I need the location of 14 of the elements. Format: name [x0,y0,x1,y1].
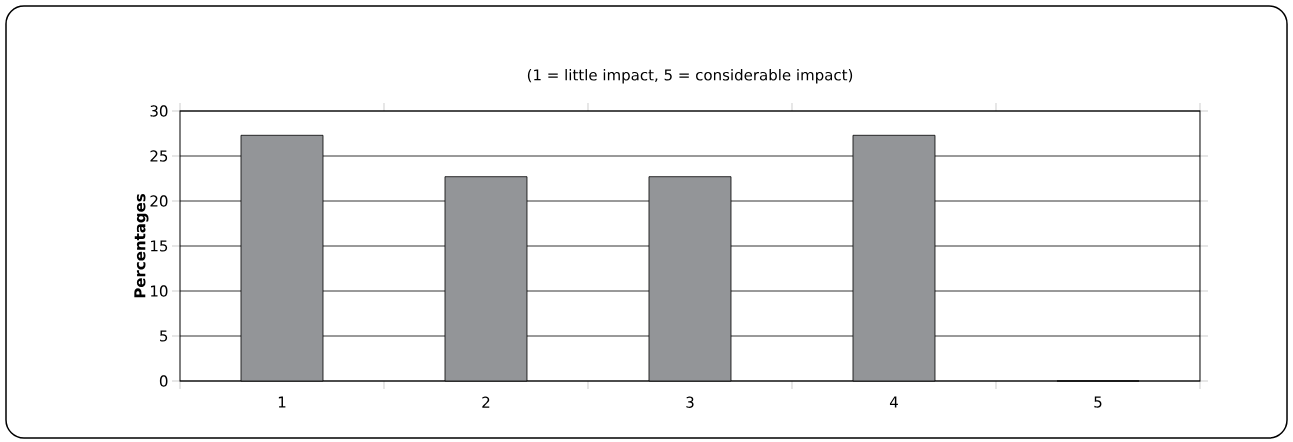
y-tick-label: 15 [151,240,168,252]
x-tick-label: 3 [686,396,694,408]
x-tick-label: 4 [889,396,898,408]
y-tick-label: 30 [150,105,168,117]
y-tick-label: 25 [150,150,168,162]
y-axis-title: Percentages [134,193,149,298]
y-tick-label: 20 [150,195,168,207]
x-tick-label: 1 [278,396,286,408]
y-tick-label: 5 [160,330,168,342]
x-tick-label: 2 [482,396,490,408]
y-tick-label: 0 [159,375,168,387]
x-tick-label: 5 [1094,396,1102,408]
y-tick-label: 10 [151,285,168,297]
chart-title: (1 = little impact, 5 = considerable impact) [527,68,853,84]
